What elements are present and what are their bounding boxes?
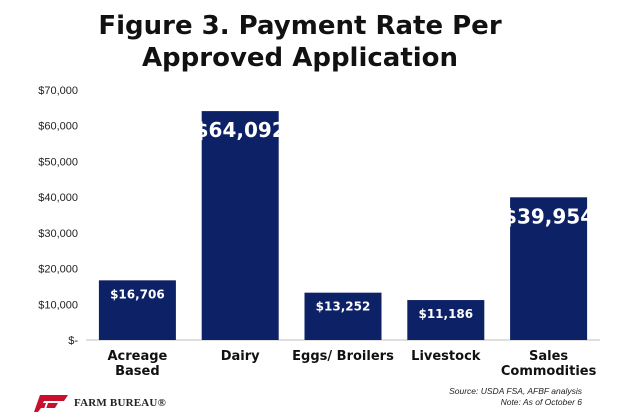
bar [304,292,382,340]
source-line: Source: USDA FSA, AFBF analysis [449,386,582,396]
y-tick-label: $70,000 [38,85,78,97]
data-label: $13,252 [316,300,371,314]
x-tick-label: Commodities [501,364,597,379]
bar [407,300,485,340]
data-label: $39,954 [503,204,594,228]
y-tick-label: $50,000 [38,156,78,168]
x-tick-label: Eggs/ Broilers [292,349,394,364]
farm-bureau-logo: FARM BUREAU® [34,392,166,414]
y-tick-label: $60,000 [38,121,78,133]
farm-bureau-logo-icon [34,395,68,412]
farm-bureau-logo-text: FARM BUREAU® [74,397,166,409]
x-tick-label: Dairy [221,349,260,364]
bar [201,111,279,340]
source-note: Source: USDA FSA, AFBF analysis Note: As… [449,386,582,408]
y-tick-label: $- [68,335,78,347]
bar [510,197,588,340]
bar [98,280,176,340]
bar-chart: $- $10,000 $20,000 $30,000 $40,000 $50,000 $60… [38,85,600,379]
x-tick-label: Acreage [107,349,167,364]
x-tick-label: Sales [529,349,568,364]
x-tick-label: Livestock [411,349,481,364]
y-tick-label: $10,000 [38,299,78,311]
y-tick-label: $20,000 [38,264,78,276]
x-tick-label: Based [115,364,160,379]
data-label: $11,186 [418,307,473,321]
note-line: Note: As of October 6 [500,397,582,407]
y-tick-label: $30,000 [38,228,78,240]
y-tick-label: $40,000 [38,192,78,204]
data-label: $64,092 [195,118,286,142]
chart-title: Figure 3. Payment Rate Per Approved Appl… [98,11,502,73]
data-label: $16,706 [110,287,165,301]
